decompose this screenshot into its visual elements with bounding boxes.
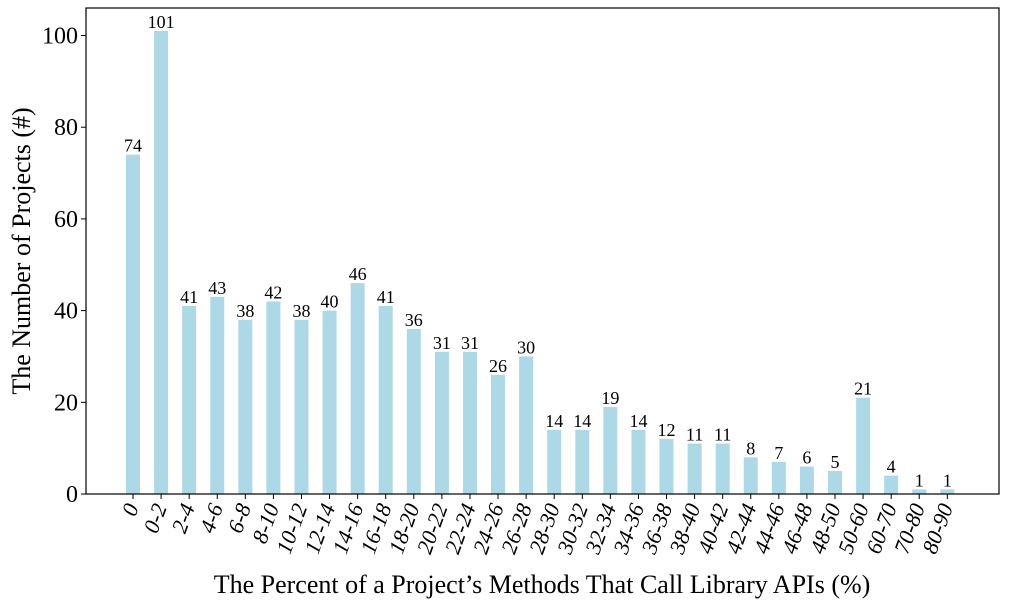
bar-value-label: 36 [405, 310, 423, 330]
plot-area-frame [85, 7, 1000, 495]
bar-value-label: 30 [517, 337, 535, 357]
bar-value-label: 19 [601, 388, 619, 408]
bar-2-4 [182, 306, 197, 494]
bar-value-label: 14 [545, 411, 563, 431]
bar-value-label: 42 [264, 282, 282, 302]
bar-28-30 [547, 429, 562, 494]
x-axis-title: The Percent of a Project’s Methods That … [214, 570, 871, 599]
bar-value-label: 14 [573, 411, 591, 431]
bar-value-label: 11 [714, 425, 731, 445]
bar-0-2 [154, 30, 169, 494]
bar-12-14 [322, 310, 337, 494]
bar-46-48 [799, 466, 814, 494]
bar-value-label: 46 [349, 264, 367, 284]
y-tick-label: 20 [54, 390, 78, 416]
bar-value-label: 6 [802, 447, 811, 467]
bar-16-18 [378, 306, 393, 494]
bar-value-label: 41 [377, 287, 395, 307]
bar-36-38 [659, 438, 674, 494]
bar-6-8 [238, 319, 253, 494]
bar-60-70 [884, 475, 899, 494]
bar-value-label: 1 [915, 470, 924, 490]
y-tick-label: 0 [66, 482, 78, 508]
bar-value-label: 38 [236, 301, 254, 321]
bar-20-22 [434, 351, 449, 494]
bar-value-label: 21 [854, 379, 872, 399]
bar-14-16 [350, 283, 365, 494]
x-axis-ticks: 00-22-44-66-88-1010-1212-1414-1616-1818-… [116, 494, 958, 558]
bar-value-label: 14 [629, 411, 647, 431]
bar-value-label: 5 [831, 452, 840, 472]
y-tick-label: 80 [54, 115, 78, 141]
bar-value-label: 74 [124, 136, 142, 156]
y-axis-title: The Number of Projects (#) [7, 107, 36, 394]
bar-40-42 [715, 443, 730, 494]
bar-42-44 [743, 457, 758, 494]
bar-4-6 [210, 296, 225, 494]
bar-70-80 [912, 489, 927, 494]
y-tick-label: 40 [54, 299, 78, 325]
bar-value-label: 101 [148, 12, 175, 32]
bar-48-50 [828, 471, 842, 494]
bar-32-34 [603, 406, 618, 494]
bar-10-12 [294, 319, 309, 494]
bar-24-26 [491, 374, 506, 494]
bar-30-32 [575, 429, 590, 494]
bar-0 [126, 154, 140, 494]
bar-26-28 [519, 356, 534, 494]
x-tick-label: 0 [116, 500, 143, 519]
bar-value-label: 43 [208, 278, 226, 298]
bar-value-label: 7 [774, 443, 783, 463]
bar-value-label: 26 [489, 356, 507, 376]
bar-50-60 [856, 397, 871, 494]
bar-8-10 [266, 301, 281, 494]
bar-value-label: 11 [686, 425, 703, 445]
bar-value-label: 12 [658, 420, 676, 440]
bar-80-90 [940, 489, 955, 494]
y-tick-label: 100 [42, 24, 78, 50]
bar-value-label: 1 [943, 470, 952, 490]
bar-value-label: 31 [461, 333, 479, 353]
y-tick-label: 60 [54, 207, 78, 233]
bar-value-label: 38 [292, 301, 310, 321]
bar-value-label: 40 [321, 292, 339, 312]
x-tick-label: 4-6 [194, 500, 228, 536]
bar-38-40 [687, 443, 702, 494]
y-axis-ticks: 0 20 40 60 80 100 [42, 24, 86, 508]
bar-value-label: 31 [433, 333, 451, 353]
bar-value-label: 41 [180, 287, 198, 307]
x-tick-label: 2-4 [166, 500, 200, 536]
bar-44-46 [771, 461, 786, 494]
bars [126, 30, 955, 494]
bar-34-36 [631, 429, 646, 494]
bar-value-label: 4 [887, 457, 896, 477]
x-tick-label: 0-2 [138, 500, 172, 536]
bar-18-20 [406, 328, 421, 494]
bar-22-24 [462, 351, 477, 494]
bar-value-label: 8 [746, 438, 755, 458]
